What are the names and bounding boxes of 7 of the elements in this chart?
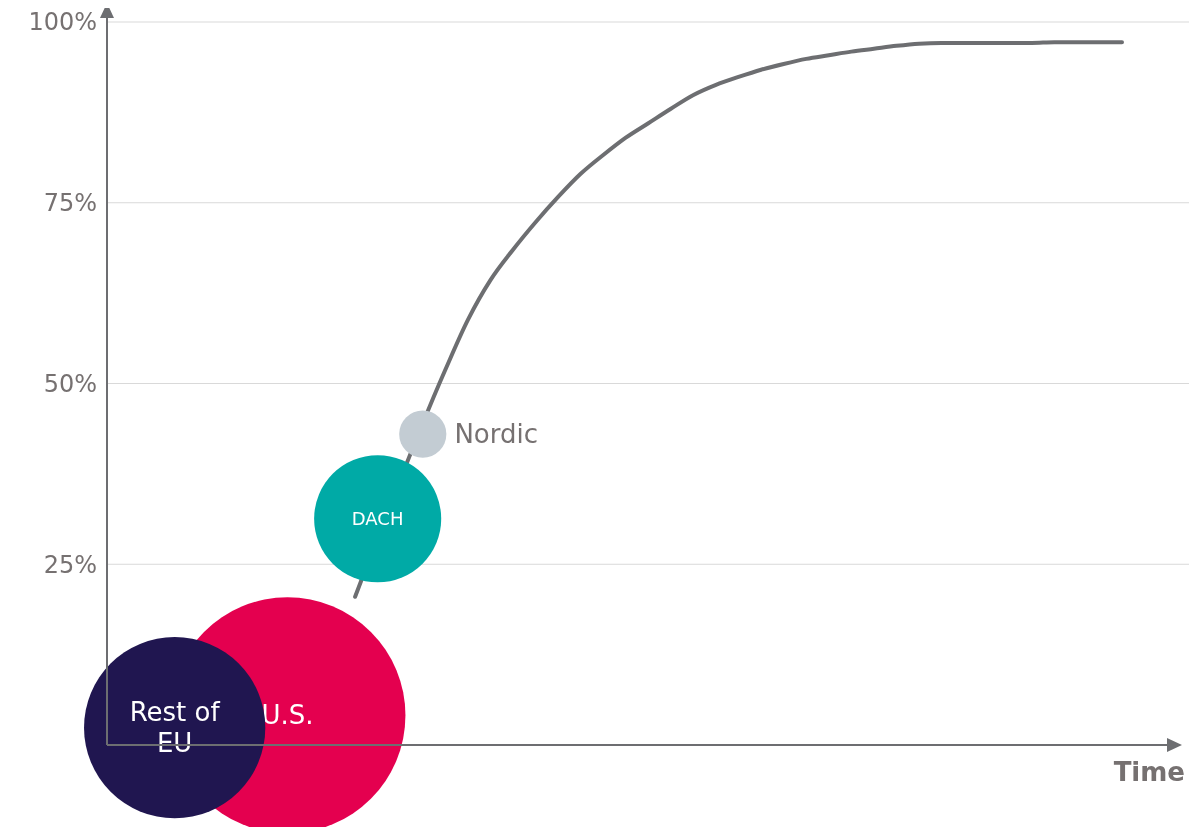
series-label: Nordic xyxy=(454,419,538,450)
y-tick-label: 25% xyxy=(43,550,97,579)
series-label: DACH xyxy=(351,508,404,529)
y-tick-label: 75% xyxy=(43,189,97,218)
y-tick-label: 50% xyxy=(43,369,97,398)
y-tick-label: 100% xyxy=(28,8,97,37)
x-axis-title: Time xyxy=(1113,757,1185,787)
